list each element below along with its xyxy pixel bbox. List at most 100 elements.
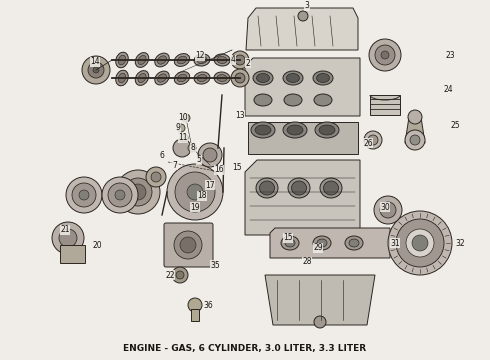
Text: 7: 7: [172, 161, 177, 170]
Circle shape: [396, 219, 444, 267]
Circle shape: [130, 184, 146, 200]
Ellipse shape: [283, 122, 307, 138]
Ellipse shape: [174, 54, 190, 66]
Circle shape: [410, 135, 420, 145]
Circle shape: [188, 144, 196, 152]
Circle shape: [374, 196, 402, 224]
Circle shape: [115, 190, 125, 200]
Ellipse shape: [118, 55, 126, 65]
Text: 15: 15: [283, 234, 293, 243]
Ellipse shape: [255, 125, 271, 135]
Ellipse shape: [197, 57, 207, 64]
Ellipse shape: [214, 54, 230, 66]
Text: 21: 21: [60, 225, 70, 234]
Ellipse shape: [317, 73, 329, 82]
Ellipse shape: [287, 73, 299, 82]
Text: 14: 14: [90, 58, 100, 67]
Circle shape: [66, 177, 102, 213]
Ellipse shape: [217, 75, 227, 81]
Text: 22: 22: [165, 270, 175, 279]
Bar: [60, 245, 85, 263]
Ellipse shape: [118, 73, 126, 83]
Ellipse shape: [214, 72, 230, 84]
Text: 10: 10: [178, 113, 188, 122]
Text: 18: 18: [197, 192, 207, 201]
Text: 3: 3: [305, 1, 310, 10]
Circle shape: [298, 11, 308, 21]
Ellipse shape: [155, 53, 169, 67]
Ellipse shape: [260, 181, 274, 195]
Circle shape: [88, 62, 104, 78]
Circle shape: [79, 190, 89, 200]
Text: 36: 36: [203, 301, 213, 310]
Circle shape: [116, 170, 160, 214]
Circle shape: [231, 69, 249, 87]
Text: 17: 17: [205, 180, 215, 189]
Circle shape: [93, 67, 99, 73]
Text: 28: 28: [302, 257, 312, 266]
Polygon shape: [270, 228, 390, 258]
Circle shape: [151, 172, 161, 182]
Circle shape: [235, 73, 245, 83]
Ellipse shape: [323, 181, 339, 195]
Ellipse shape: [194, 54, 210, 66]
Circle shape: [408, 110, 422, 124]
Text: 31: 31: [390, 238, 400, 248]
Ellipse shape: [251, 122, 275, 138]
Circle shape: [72, 183, 96, 207]
Bar: [370, 95, 400, 115]
Ellipse shape: [135, 71, 149, 85]
Text: 9: 9: [175, 123, 180, 132]
Circle shape: [59, 229, 77, 247]
Text: 11: 11: [178, 134, 188, 143]
Ellipse shape: [116, 70, 128, 86]
Polygon shape: [245, 160, 360, 235]
Circle shape: [187, 184, 203, 200]
FancyBboxPatch shape: [164, 223, 213, 267]
Circle shape: [124, 178, 152, 206]
Ellipse shape: [158, 56, 167, 64]
Circle shape: [188, 298, 202, 312]
Ellipse shape: [285, 239, 295, 247]
Ellipse shape: [281, 236, 299, 250]
Polygon shape: [265, 275, 375, 325]
Text: 30: 30: [380, 202, 390, 211]
Ellipse shape: [155, 71, 169, 85]
Text: 6: 6: [160, 150, 165, 159]
Ellipse shape: [177, 56, 187, 64]
Circle shape: [364, 131, 382, 149]
Ellipse shape: [284, 94, 302, 106]
Text: 20: 20: [92, 240, 102, 249]
Bar: [248, 122, 358, 154]
Circle shape: [231, 51, 249, 69]
Circle shape: [381, 51, 389, 59]
Circle shape: [167, 164, 223, 220]
Bar: [191, 309, 199, 321]
Ellipse shape: [313, 236, 331, 250]
Text: ENGINE - GAS, 6 CYLINDER, 3.0 LITER, 3.3 LITER: ENGINE - GAS, 6 CYLINDER, 3.0 LITER, 3.3…: [123, 344, 367, 353]
Circle shape: [177, 124, 185, 132]
Circle shape: [368, 135, 378, 145]
Circle shape: [108, 183, 132, 207]
Circle shape: [176, 271, 184, 279]
Ellipse shape: [138, 55, 146, 64]
Ellipse shape: [177, 74, 187, 82]
Circle shape: [173, 139, 191, 157]
Polygon shape: [405, 117, 425, 143]
Text: 29: 29: [313, 243, 323, 252]
Text: 5: 5: [196, 156, 201, 165]
Ellipse shape: [349, 239, 359, 247]
Polygon shape: [245, 58, 360, 116]
Ellipse shape: [256, 178, 278, 198]
Text: 12: 12: [195, 51, 205, 60]
Circle shape: [388, 211, 452, 275]
Ellipse shape: [256, 73, 270, 82]
Ellipse shape: [313, 71, 333, 85]
Ellipse shape: [288, 178, 310, 198]
Text: 32: 32: [455, 239, 465, 248]
Text: 26: 26: [363, 139, 373, 148]
Text: 35: 35: [210, 261, 220, 270]
Ellipse shape: [158, 74, 167, 82]
Circle shape: [102, 177, 138, 213]
Circle shape: [52, 222, 84, 254]
